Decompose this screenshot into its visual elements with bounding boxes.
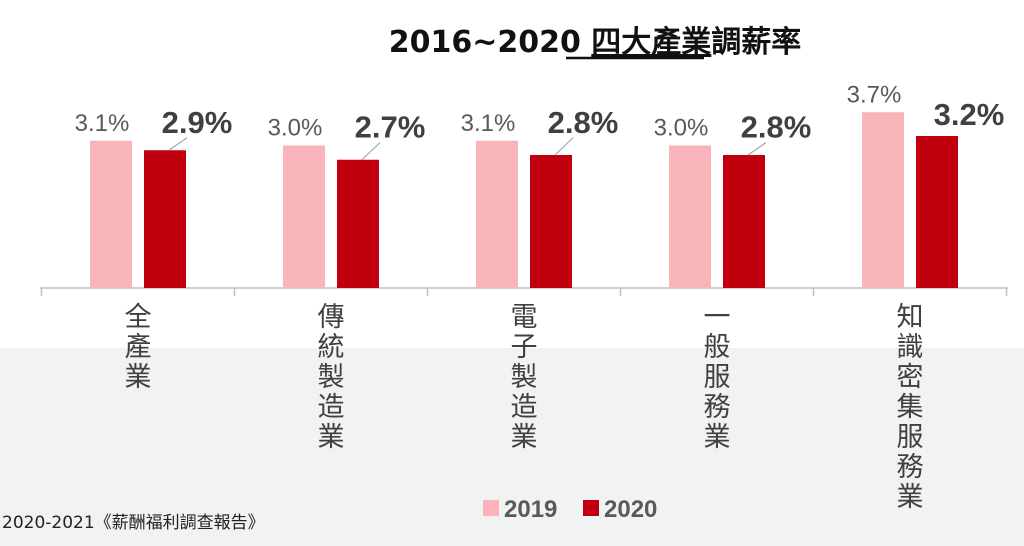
data-label-leader-line — [168, 137, 188, 151]
category-label-char: 統 — [318, 332, 345, 363]
bar-2020 — [337, 159, 379, 288]
category-label-char: 產 — [125, 332, 152, 363]
bar-2020 — [530, 155, 572, 288]
chart-title-underlined: 四大產業 — [591, 25, 711, 60]
data-label-2020: 3.2% — [934, 97, 1005, 132]
data-label-2020: 2.8% — [548, 105, 619, 140]
data-label-2019: 3.0% — [654, 115, 709, 142]
legend: 2019 2020 — [483, 496, 657, 523]
category-label-char: 集 — [897, 392, 924, 423]
category-label-char: 知 — [897, 302, 924, 333]
category-label-char: 服 — [704, 362, 731, 393]
category-label-char: 業 — [125, 362, 152, 393]
category-label-char: 傳 — [318, 302, 345, 333]
bar-2019 — [669, 145, 711, 288]
category-label-char: 製 — [511, 362, 538, 393]
bottom-background-band — [0, 348, 1024, 546]
legend-label-2019: 2019 — [504, 496, 557, 523]
data-label-2019: 3.1% — [461, 110, 516, 137]
category-label-char: 密 — [897, 362, 924, 393]
data-label-2019: 3.0% — [268, 115, 323, 142]
data-label-leader-line — [554, 137, 574, 156]
legend-label-2020: 2020 — [604, 496, 657, 523]
category-label-char: 業 — [318, 422, 345, 453]
category-label-char: 業 — [511, 422, 538, 453]
legend-swatch-2019 — [483, 500, 499, 516]
category-label-char: 子 — [511, 332, 538, 363]
bar-2019 — [90, 140, 132, 288]
chart-title-suffix: 調薪率 — [711, 25, 801, 60]
category-label-char: 全 — [125, 302, 152, 333]
category-label-char: 業 — [897, 482, 924, 513]
category-label-char: 識 — [897, 332, 924, 363]
category-label-char: 務 — [704, 392, 731, 423]
chart-title-prefix: 2016~2020 — [389, 25, 592, 60]
bar-2020 — [144, 150, 186, 288]
bar-2019 — [476, 140, 518, 288]
category-label-char: 服 — [897, 422, 924, 453]
data-label-2020: 2.7% — [355, 110, 426, 145]
category-label-char: 一 — [704, 302, 731, 333]
bar-2019 — [862, 112, 904, 288]
category-label-char: 般 — [704, 332, 731, 363]
source-note: 2020-2021《薪酬福利調查報告》 — [2, 513, 265, 533]
data-label-2020: 2.9% — [162, 105, 233, 140]
data-label-2019: 3.7% — [847, 81, 902, 108]
category-label-char: 造 — [511, 392, 538, 423]
category-label-char: 務 — [897, 452, 924, 483]
data-label-2019: 3.1% — [75, 110, 130, 137]
category-label-char: 業 — [704, 422, 731, 453]
bar-2020 — [723, 155, 765, 288]
data-label-2020: 2.8% — [741, 110, 812, 145]
chart-title: 2016~2020 四大產業調薪率 — [389, 25, 802, 60]
category-label-char: 造 — [318, 392, 345, 423]
data-label-leader-line — [361, 142, 381, 161]
bar-2020 — [916, 136, 958, 288]
category-label-char: 電 — [511, 302, 538, 333]
legend-swatch-2020 — [583, 500, 599, 516]
data-label-leader-line — [747, 142, 767, 156]
category-label-char: 製 — [318, 362, 345, 393]
bar-2019 — [283, 145, 325, 288]
